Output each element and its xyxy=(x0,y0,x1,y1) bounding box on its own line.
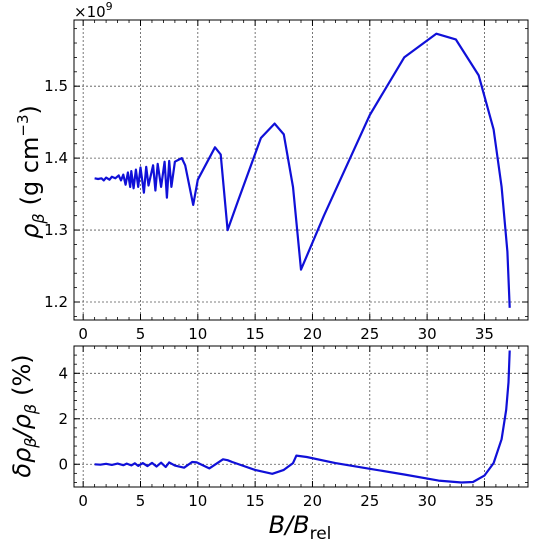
bottom-panel: 0 5 10 15 20 25 30 35 0 2 4 δρβ/ρβ(%) B/Brel xyxy=(8,345,529,542)
bottom-ylabel: δρβ/ρβ(%) xyxy=(8,354,40,477)
y-tick-label: 0 xyxy=(58,455,68,473)
x-tick-label: 10 xyxy=(188,492,207,510)
top-series-line xyxy=(94,32,511,308)
top-tick-labels: 0 5 10 15 20 25 30 35 1.2 1.3 1.4 1.5 xyxy=(44,77,494,343)
x-tick-label: 25 xyxy=(360,492,379,510)
x-tick-label: 10 xyxy=(188,325,207,343)
x-tick-label: 5 xyxy=(136,325,146,343)
x-tick-label: 20 xyxy=(303,325,322,343)
bottom-gridlines xyxy=(74,346,528,487)
y-tick-label: 1.5 xyxy=(44,77,68,95)
x-tick-label: 30 xyxy=(418,492,437,510)
x-tick-label: 30 xyxy=(418,325,437,343)
y-tick-label: 1.3 xyxy=(44,221,68,239)
top-panel: 0 5 10 15 20 25 30 35 1.2 1.3 1.4 1.5 ×109 ρβ(g cm−… xyxy=(14,0,529,343)
x-tick-label: 15 xyxy=(246,492,265,510)
x-tick-label: 15 xyxy=(246,325,265,343)
bottom-plot-frame xyxy=(73,345,529,488)
xlabel: B/Brel xyxy=(269,511,332,542)
top-plot-frame xyxy=(73,19,529,321)
x-tick-label: 0 xyxy=(78,325,88,343)
bottom-ticks xyxy=(74,345,528,487)
y-tick-label: 4 xyxy=(58,364,68,382)
top-gridlines xyxy=(74,20,528,320)
top-ticks xyxy=(74,20,528,320)
x-tick-label: 0 xyxy=(78,492,88,510)
x-tick-label: 5 xyxy=(136,492,146,510)
y-tick-label: 1.2 xyxy=(44,293,68,311)
x-tick-label: 35 xyxy=(475,492,494,510)
top-ylabel: ρβ(g cm−3) xyxy=(14,105,48,239)
x-tick-label: 35 xyxy=(475,325,494,343)
bottom-series-line xyxy=(94,350,511,484)
y-tick-label: 1.4 xyxy=(44,149,68,167)
top-offset-label: ×109 xyxy=(74,0,113,21)
bottom-tick-labels: 0 5 10 15 20 25 30 35 0 2 4 xyxy=(58,364,494,510)
x-tick-label: 25 xyxy=(360,325,379,343)
x-tick-label: 20 xyxy=(303,492,322,510)
y-tick-label: 2 xyxy=(58,410,68,428)
